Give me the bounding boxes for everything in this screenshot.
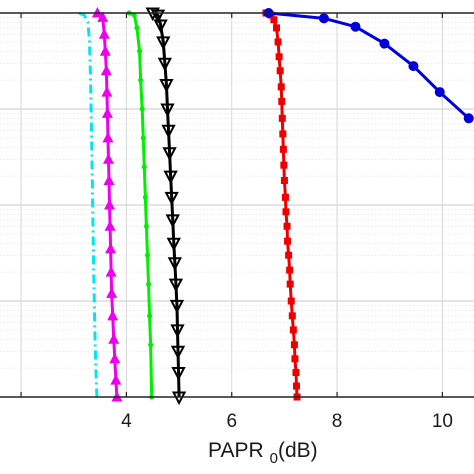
data-point xyxy=(278,114,286,122)
data-point xyxy=(169,299,185,314)
data-point xyxy=(379,38,390,49)
data-point xyxy=(289,326,297,334)
data-point xyxy=(283,222,291,230)
data-point xyxy=(291,355,299,363)
x-axis-label: PAPR 0(dB) xyxy=(208,439,318,467)
data-point xyxy=(284,237,292,245)
data-point xyxy=(318,13,329,24)
data-point xyxy=(105,266,117,277)
data-point xyxy=(110,374,122,385)
data-point xyxy=(170,345,186,360)
data-point xyxy=(292,368,300,376)
data-point xyxy=(168,278,184,293)
data-point xyxy=(104,199,116,210)
data-point xyxy=(286,280,294,288)
data-point xyxy=(137,48,143,54)
data-point xyxy=(277,83,285,91)
data-point xyxy=(101,107,113,118)
data-point xyxy=(157,57,172,72)
data-point xyxy=(103,174,115,185)
data-point xyxy=(279,145,287,153)
x-axis-label-subscript: 0 xyxy=(270,450,278,467)
data-point xyxy=(285,251,293,259)
data-point xyxy=(350,21,361,32)
data-point xyxy=(156,36,171,51)
x-tick-label: 4 xyxy=(121,411,132,432)
x-tick-label: 10 xyxy=(432,411,453,432)
data-point xyxy=(102,131,114,143)
data-point xyxy=(139,106,145,112)
series-line xyxy=(268,11,470,120)
data-point xyxy=(166,237,181,252)
data-point xyxy=(144,252,150,258)
data-point xyxy=(109,352,121,364)
data-point xyxy=(107,309,119,321)
x-tick-label: 6 xyxy=(226,411,237,432)
data-point xyxy=(280,176,288,184)
data-point xyxy=(293,382,301,390)
data-point xyxy=(105,242,117,254)
data-point xyxy=(170,324,185,339)
data-point xyxy=(100,64,112,76)
data-point xyxy=(160,103,175,118)
data-point xyxy=(102,153,114,164)
data-point xyxy=(280,161,288,169)
x-axis-label-unit: (dB) xyxy=(278,439,318,462)
data-point xyxy=(161,124,176,139)
series-group xyxy=(78,7,474,406)
data-point xyxy=(463,113,474,124)
data-point xyxy=(270,16,278,24)
data-point xyxy=(288,312,296,320)
x-axis-label-main: PAPR xyxy=(208,439,264,462)
data-point xyxy=(279,130,287,138)
data-point xyxy=(273,24,280,32)
data-point xyxy=(434,87,445,98)
tick-labels: 4 6 8 10 xyxy=(121,411,453,432)
data-point xyxy=(143,223,149,229)
data-point xyxy=(97,11,109,22)
data-point xyxy=(99,45,111,56)
data-point xyxy=(148,342,154,348)
data-point xyxy=(142,194,148,200)
data-point xyxy=(106,287,118,298)
data-point xyxy=(163,170,178,185)
data-point xyxy=(146,281,152,287)
data-point xyxy=(147,313,153,319)
data-point xyxy=(287,297,295,305)
data-point xyxy=(278,97,286,105)
data-point xyxy=(141,164,147,170)
data-point xyxy=(171,366,186,381)
grid xyxy=(0,13,474,398)
data-point xyxy=(286,266,294,274)
data-point xyxy=(275,53,283,61)
data-point xyxy=(165,214,180,229)
data-point xyxy=(281,193,289,201)
data-point xyxy=(131,12,137,18)
axes xyxy=(0,12,474,398)
data-point xyxy=(98,28,110,39)
data-point xyxy=(276,67,284,75)
data-point xyxy=(108,333,120,344)
data-point xyxy=(167,257,183,271)
data-point xyxy=(138,77,144,83)
data-point xyxy=(159,78,174,93)
data-point xyxy=(290,341,298,349)
data-point xyxy=(150,9,166,24)
data-point xyxy=(101,86,113,97)
data-point xyxy=(408,61,419,72)
data-point xyxy=(162,147,177,161)
data-point xyxy=(274,38,282,46)
x-tick-label: 8 xyxy=(332,411,343,432)
data-point xyxy=(104,220,116,231)
data-point xyxy=(134,25,140,31)
data-point xyxy=(164,191,179,206)
data-point xyxy=(140,135,146,141)
data-point xyxy=(153,19,168,34)
data-point xyxy=(282,208,290,216)
